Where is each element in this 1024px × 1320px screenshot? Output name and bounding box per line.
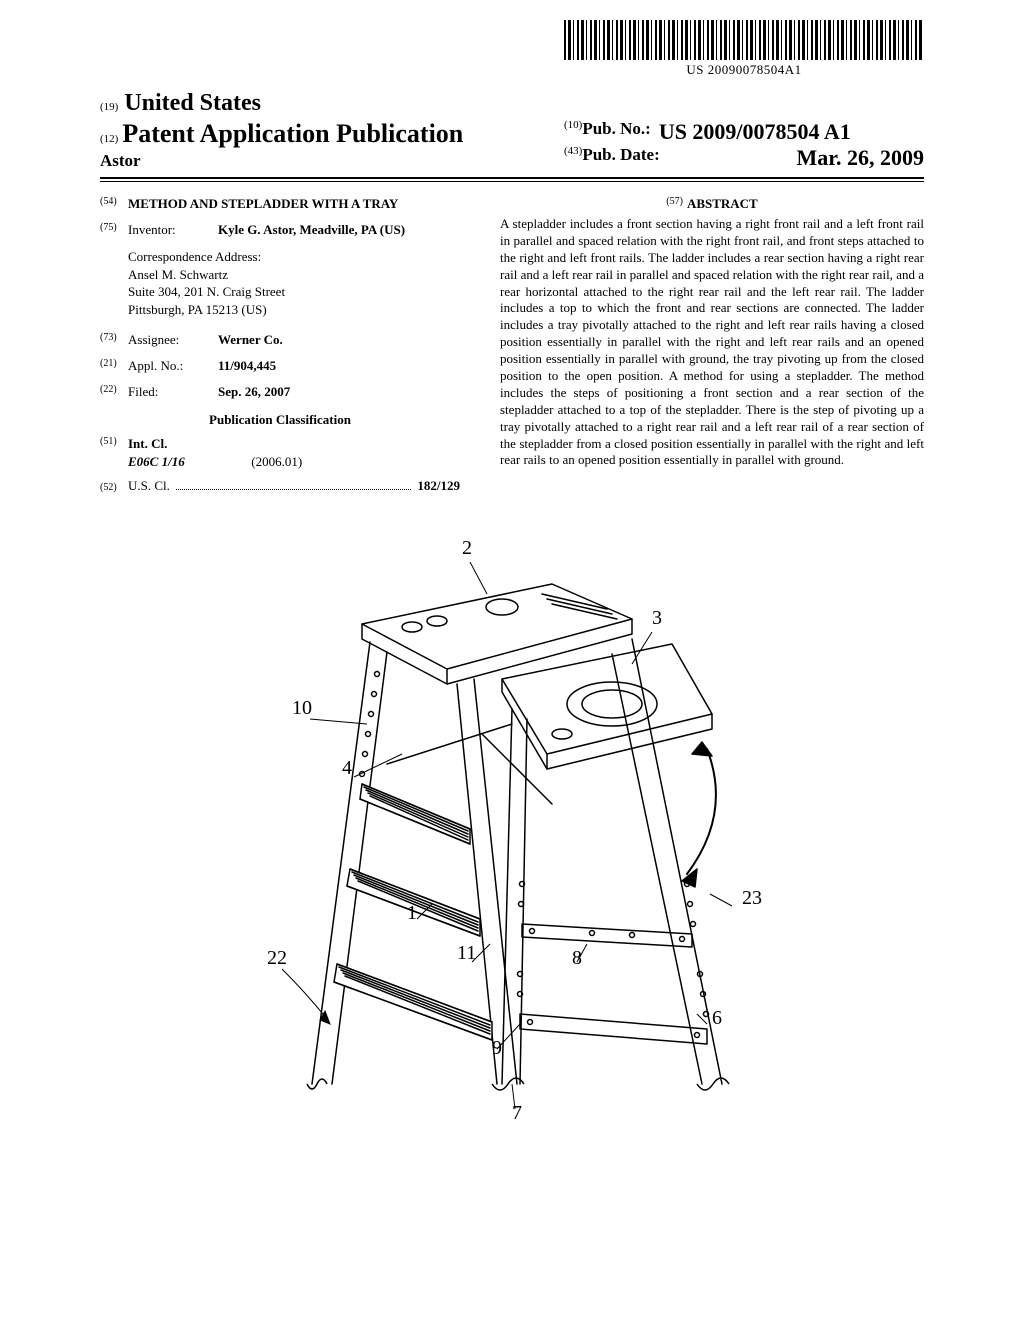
intcl-code-row: E06C 1/16 (2006.01) <box>128 454 460 470</box>
country-name: United States <box>124 90 261 116</box>
applno-row: (21) Appl. No.: 11/904,445 <box>100 358 460 374</box>
figure-label-11: 11 <box>457 942 476 964</box>
barcode-number: US 20090078504A1 <box>564 62 924 78</box>
header-rule-thin <box>100 181 924 182</box>
intcl-sup: (51) <box>100 436 128 452</box>
figure-label-1: 1 <box>407 902 417 924</box>
pubno-value: US 2009/0078504 A1 <box>659 119 851 145</box>
correspondence-line2: Suite 304, 201 N. Craig Street <box>128 283 460 301</box>
document-header: (19) United States (12) Patent Applicati… <box>100 90 924 182</box>
country-line: (19) United States <box>100 90 924 117</box>
figure-label-22: 22 <box>267 947 287 969</box>
publication-classification-heading: Publication Classification <box>100 412 460 428</box>
abstract-text: A stepladder includes a front section ha… <box>500 216 924 469</box>
barcode-graphic <box>564 20 924 60</box>
inventor-row: (75) Inventor: Kyle G. Astor, Meadville,… <box>100 222 460 238</box>
figure-label-4: 4 <box>342 757 352 779</box>
right-column: (57) ABSTRACT A stepladder includes a fr… <box>500 196 924 494</box>
assignee-value: Werner Co. <box>218 332 460 348</box>
filed-row: (22) Filed: Sep. 26, 2007 <box>100 384 460 400</box>
inventor-label: Inventor: <box>128 222 218 238</box>
intcl-code: E06C 1/16 <box>128 454 218 470</box>
intcl-year: (2006.01) <box>251 454 302 470</box>
figure-label-3: 3 <box>652 607 662 629</box>
correspondence-block: Correspondence Address: Ansel M. Schwart… <box>128 248 460 318</box>
title-sup: (54) <box>100 196 128 212</box>
applno-value: 11/904,445 <box>218 358 460 374</box>
pubdate-label: Pub. Date: <box>582 145 659 171</box>
pubdate-sup: (43) <box>564 145 582 171</box>
uscl-row: (52) U.S. Cl. 182/129 <box>100 478 460 494</box>
filed-value: Sep. 26, 2007 <box>218 384 460 400</box>
assignee-label: Assignee: <box>128 332 218 348</box>
abstract-sup: (57) <box>666 196 683 212</box>
correspondence-line1: Ansel M. Schwartz <box>128 266 460 284</box>
inventor-value: Kyle G. Astor, Meadville, PA (US) <box>218 222 460 238</box>
author-name: Astor <box>100 151 524 171</box>
assignee-sup: (73) <box>100 332 128 348</box>
bibliographic-columns: (54) METHOD AND STEPLADDER WITH A TRAY (… <box>100 196 924 494</box>
left-column: (54) METHOD AND STEPLADDER WITH A TRAY (… <box>100 196 460 494</box>
figure-label-2: 2 <box>462 537 472 559</box>
uscl-sup: (52) <box>100 482 128 493</box>
publication-title: Patent Application Publication <box>122 119 463 148</box>
intcl-row: (51) Int. Cl. <box>100 436 460 452</box>
pubno-label: Pub. No.: <box>582 119 650 145</box>
uscl-label: U.S. Cl. <box>128 478 170 494</box>
pub-sup: (12) <box>100 133 118 145</box>
correspondence-heading: Correspondence Address: <box>128 248 460 266</box>
barcode-block: US 20090078504A1 <box>564 20 924 78</box>
pubno-sup: (10) <box>564 119 582 145</box>
country-sup: (19) <box>100 101 118 113</box>
applno-sup: (21) <box>100 358 128 374</box>
figure-label-9: 9 <box>492 1037 502 1059</box>
figure-label-10: 10 <box>292 697 312 719</box>
correspondence-line3: Pittsburgh, PA 15213 (US) <box>128 301 460 319</box>
invention-title: METHOD AND STEPLADDER WITH A TRAY <box>128 196 398 212</box>
patent-figure: 1234678910112223 <box>212 524 812 1124</box>
filed-label: Filed: <box>128 384 218 400</box>
pubdate-value: Mar. 26, 2009 <box>796 145 924 171</box>
abstract-heading: ABSTRACT <box>687 196 758 212</box>
inventor-sup: (75) <box>100 222 128 238</box>
assignee-row: (73) Assignee: Werner Co. <box>100 332 460 348</box>
intcl-label: Int. Cl. <box>128 436 460 452</box>
filed-sup: (22) <box>100 384 128 400</box>
invention-title-row: (54) METHOD AND STEPLADDER WITH A TRAY <box>100 196 460 212</box>
figure-label-23: 23 <box>742 887 762 909</box>
uscl-dots <box>176 489 411 490</box>
figure-label-7: 7 <box>512 1102 522 1124</box>
uscl-value: 182/129 <box>417 478 460 494</box>
header-rule-thick <box>100 177 924 179</box>
applno-label: Appl. No.: <box>128 358 218 374</box>
figure-label-8: 8 <box>572 947 582 969</box>
figure-label-6: 6 <box>712 1007 722 1029</box>
